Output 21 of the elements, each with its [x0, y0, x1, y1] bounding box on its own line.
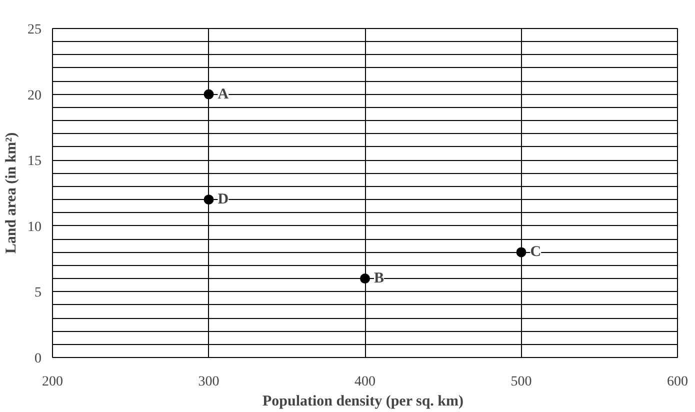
point	[360, 274, 370, 284]
annotation: D	[218, 192, 229, 208]
annotation: A	[218, 86, 229, 102]
x-tick-label: 600	[667, 374, 688, 390]
x-tick-label: 400	[354, 374, 376, 390]
y-tick-label: 10	[28, 220, 42, 235]
y-tick-label: 15	[28, 154, 42, 170]
x-tick-label: 500	[510, 374, 532, 390]
y-axis-title: Land area (in km²)	[4, 132, 20, 254]
y-tick-label: 20	[28, 88, 42, 104]
x-tick-label: 300	[198, 374, 220, 390]
annotation: B	[374, 270, 384, 287]
point	[204, 89, 214, 100]
x-axis-title: Population density (per sq. km)	[262, 394, 464, 410]
y-tick-label: 25	[28, 22, 42, 38]
point	[516, 247, 526, 258]
point	[204, 194, 214, 205]
x-tick-label: 200	[42, 374, 63, 390]
y-tick-label: 0	[34, 352, 42, 366]
annotation: C	[530, 244, 542, 260]
y-tick-label: 5	[34, 286, 42, 301]
